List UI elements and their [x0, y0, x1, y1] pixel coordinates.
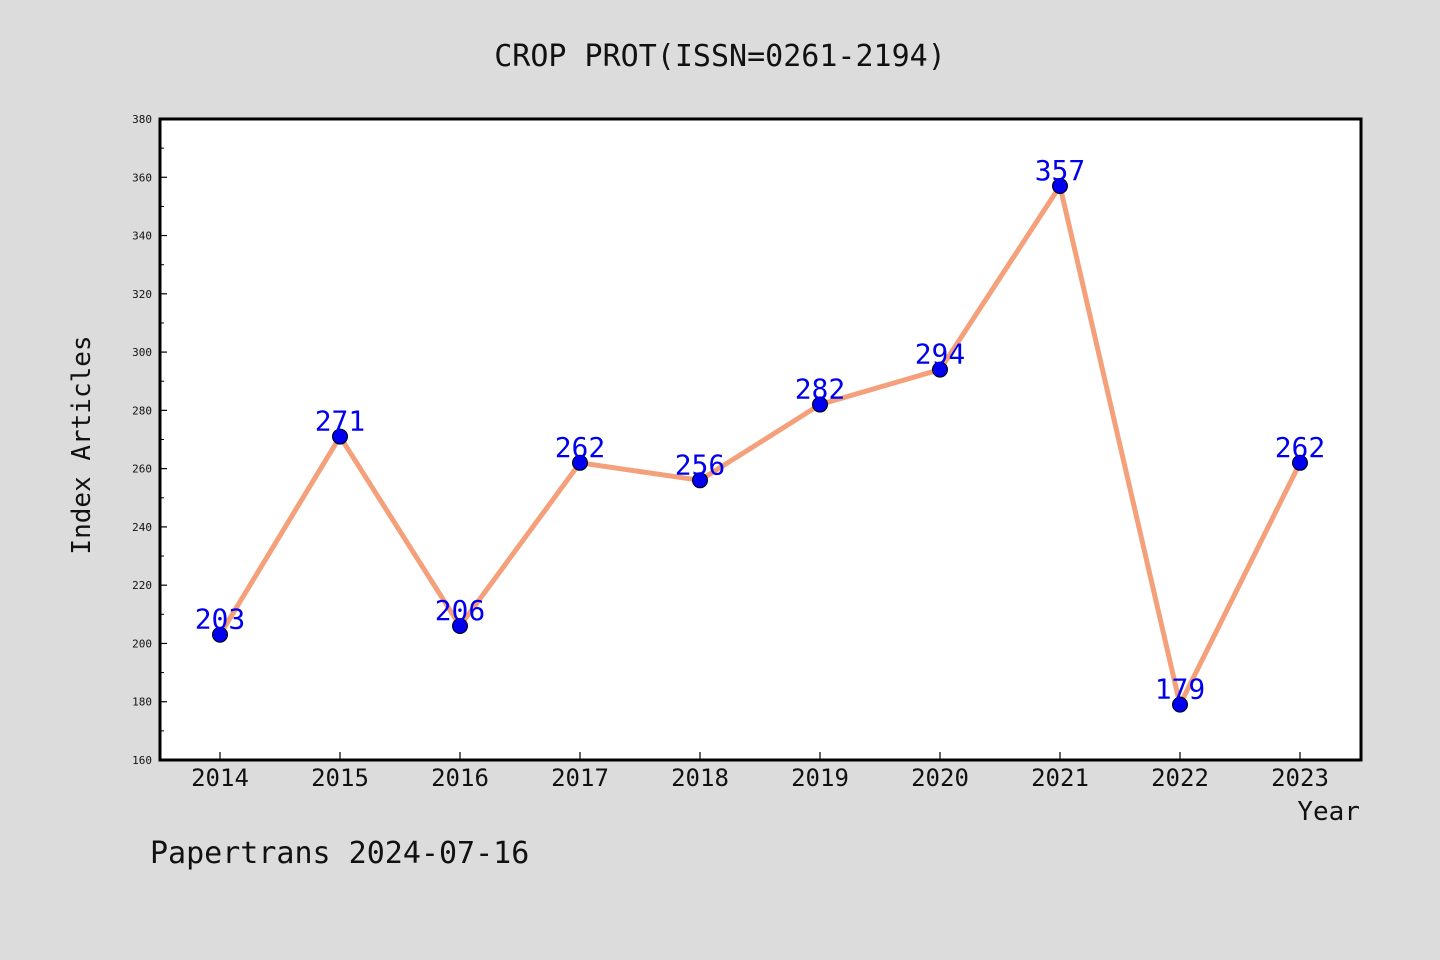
data-label: 262 — [1275, 431, 1326, 464]
y-tick-label: 380 — [132, 113, 152, 126]
data-point — [1292, 454, 1308, 471]
data-point — [452, 617, 468, 634]
x-tick-label: 2023 — [1271, 764, 1329, 792]
data-label: 206 — [435, 594, 486, 627]
y-tick-label: 180 — [132, 696, 152, 709]
x-axis: 2014 2015 2016 2017 2018 2019 2020 2021 2022 2023 — [191, 752, 1329, 792]
data-labels: 203 271 206 262 256 282 294 357 179 262 — [195, 154, 1326, 706]
x-tick-label: 2015 — [311, 764, 369, 792]
data-label: 271 — [315, 405, 366, 438]
x-axis-label: Year — [1297, 797, 1360, 827]
x-tick-label: 2017 — [551, 764, 609, 792]
y-tick-label: 300 — [132, 346, 152, 359]
data-label: 357 — [1035, 154, 1086, 187]
data-label: 282 — [795, 373, 846, 406]
x-tick-label: 2018 — [671, 764, 729, 792]
data-point — [932, 361, 948, 378]
x-tick-label: 2021 — [1031, 764, 1089, 792]
data-label: 179 — [1155, 673, 1206, 706]
data-label: 294 — [915, 338, 966, 371]
series-line — [217, 179, 1303, 713]
y-tick-label: 260 — [132, 463, 152, 476]
data-point — [332, 428, 348, 445]
series-layer — [212, 178, 1308, 713]
x-tick-label: 2016 — [431, 764, 489, 792]
y-tick-label: 280 — [132, 404, 152, 417]
y-tick-label: 320 — [132, 288, 152, 301]
data-label: 203 — [195, 603, 246, 636]
data-point — [812, 396, 828, 413]
data-point — [572, 454, 588, 471]
x-tick-label: 2014 — [191, 764, 249, 792]
x-tick-label: 2019 — [791, 764, 849, 792]
y-tick-label: 200 — [132, 637, 152, 650]
y-axis: 160 180 200 220 240 260 280 300 320 340 360 380 — [132, 113, 167, 767]
data-point — [692, 472, 708, 489]
chart-title: CROP PROT(ISSN=0261-2194) — [494, 39, 946, 74]
y-tick-label: 340 — [132, 230, 152, 243]
data-point — [1052, 178, 1068, 195]
y-tick-label: 360 — [132, 171, 152, 184]
data-label: 256 — [675, 448, 726, 481]
x-tick-label: 2020 — [911, 764, 969, 792]
y-tick-label: 160 — [132, 754, 152, 767]
y-tick-label: 220 — [132, 579, 152, 592]
footer-text: Papertrans 2024-07-16 — [150, 836, 529, 871]
y-axis-label: Index Articles — [67, 335, 97, 554]
data-point — [1172, 696, 1188, 713]
data-label: 262 — [555, 431, 606, 464]
data-point — [212, 626, 228, 643]
y-tick-label: 240 — [132, 521, 152, 534]
x-tick-label: 2022 — [1151, 764, 1209, 792]
